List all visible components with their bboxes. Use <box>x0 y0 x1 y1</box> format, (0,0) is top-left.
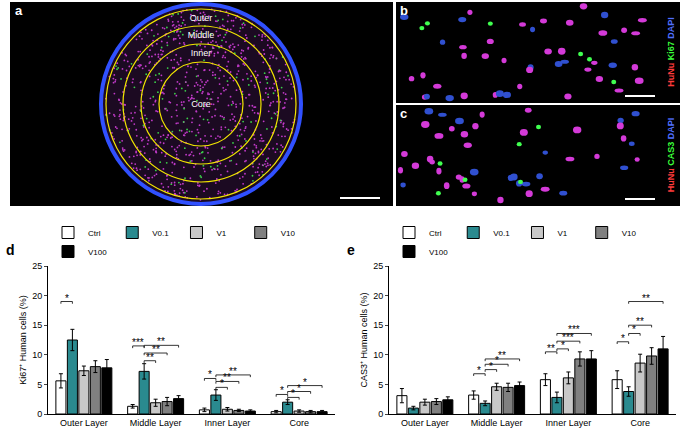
svg-text:Ctrl: Ctrl <box>429 229 442 238</box>
svg-text:HuNu CAS3 DAPI: HuNu CAS3 DAPI <box>666 118 676 193</box>
svg-text:20: 20 <box>32 291 42 301</box>
svg-text:*: * <box>208 369 212 380</box>
svg-text:Inner Layer: Inner Layer <box>546 418 592 428</box>
svg-text:**: ** <box>547 343 555 354</box>
svg-text:*: * <box>291 388 295 399</box>
svg-text:V10: V10 <box>281 229 296 238</box>
svg-text:**: ** <box>223 372 231 383</box>
svg-text:10: 10 <box>373 350 383 360</box>
svg-text:*: * <box>621 333 625 344</box>
svg-text:b: b <box>400 3 408 18</box>
svg-text:e: e <box>347 242 355 258</box>
svg-text:**: ** <box>229 366 237 377</box>
svg-text:CAS3⁺ Human cells (%): CAS3⁺ Human cells (%) <box>359 292 369 387</box>
svg-text:15: 15 <box>32 320 42 330</box>
svg-text:*: * <box>303 377 307 388</box>
svg-text:Outer Layer: Outer Layer <box>401 418 449 428</box>
svg-text:V10: V10 <box>622 229 637 238</box>
svg-text:**: ** <box>642 293 650 304</box>
svg-text:Middle Layer: Middle Layer <box>471 418 523 428</box>
svg-text:V100: V100 <box>429 248 448 257</box>
svg-text:d: d <box>6 242 15 258</box>
svg-text:Core: Core <box>289 418 309 428</box>
svg-text:*: * <box>489 361 493 372</box>
svg-text:Middle: Middle <box>188 30 215 40</box>
svg-text:*: * <box>495 355 499 366</box>
svg-text:Core: Core <box>191 99 211 109</box>
svg-text:Core: Core <box>630 418 650 428</box>
svg-text:Outer: Outer <box>190 13 213 23</box>
svg-text:**: ** <box>146 352 154 363</box>
svg-text:Ctrl: Ctrl <box>88 229 101 238</box>
svg-text:V100: V100 <box>88 248 107 257</box>
svg-text:*: * <box>477 365 481 376</box>
svg-text:**: ** <box>157 336 165 347</box>
svg-text:***: *** <box>568 324 580 335</box>
svg-text:V1: V1 <box>557 229 567 238</box>
svg-text:5: 5 <box>378 380 383 390</box>
svg-text:10: 10 <box>32 350 42 360</box>
svg-text:Inner Layer: Inner Layer <box>205 418 251 428</box>
svg-text:**: ** <box>152 344 160 355</box>
svg-text:20: 20 <box>373 291 383 301</box>
svg-text:*: * <box>220 378 224 389</box>
svg-text:5: 5 <box>37 380 42 390</box>
svg-text:*: * <box>297 383 301 394</box>
svg-text:Inner: Inner <box>191 48 212 58</box>
svg-text:**: ** <box>636 316 644 327</box>
svg-text:15: 15 <box>373 320 383 330</box>
svg-text:*: * <box>280 385 284 396</box>
svg-text:25: 25 <box>373 261 383 271</box>
svg-text:*: * <box>65 293 69 304</box>
svg-text:*: * <box>632 324 636 335</box>
svg-text:*: * <box>561 340 565 351</box>
svg-text:V0.1: V0.1 <box>152 229 169 238</box>
svg-text:Ki67⁺ Human cells (%): Ki67⁺ Human cells (%) <box>18 295 28 385</box>
svg-text:V1: V1 <box>216 229 226 238</box>
svg-text:***: *** <box>562 332 574 343</box>
svg-text:c: c <box>400 106 407 121</box>
svg-text:Middle Layer: Middle Layer <box>130 418 182 428</box>
svg-text:V0.1: V0.1 <box>493 229 510 238</box>
svg-text:a: a <box>15 3 23 18</box>
svg-text:25: 25 <box>32 261 42 271</box>
svg-text:**: ** <box>498 350 506 361</box>
svg-text:Outer Layer: Outer Layer <box>60 418 108 428</box>
svg-text:***: *** <box>132 337 144 348</box>
svg-text:0: 0 <box>37 409 42 419</box>
svg-text:HuNu Ki67 DAPI: HuNu Ki67 DAPI <box>666 17 676 87</box>
svg-text:0: 0 <box>378 409 383 419</box>
